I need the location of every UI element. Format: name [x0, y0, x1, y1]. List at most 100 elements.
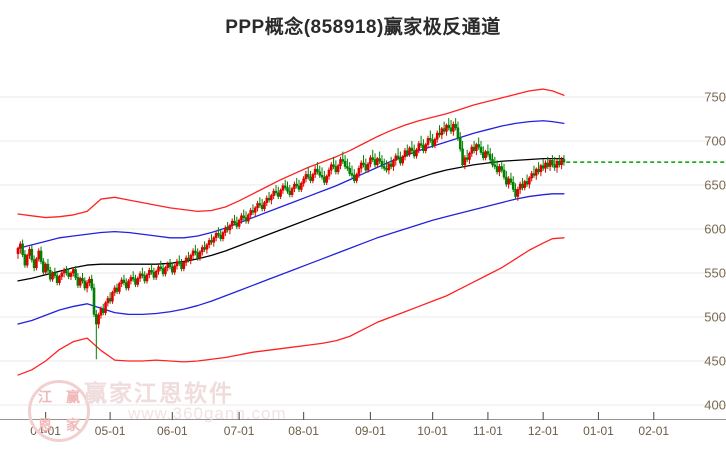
candlestick [378, 151, 381, 164]
candlestick [449, 119, 453, 134]
candlestick [138, 271, 142, 282]
candlestick [281, 183, 285, 194]
candlestick [339, 156, 342, 170]
band-middle [17, 157, 565, 282]
candlestick [488, 148, 492, 163]
candlestick [242, 209, 246, 221]
y-axis-tick-label: 400 [704, 397, 726, 413]
candlestick [88, 276, 91, 287]
candlestick [362, 155, 365, 168]
candlestick [382, 158, 386, 171]
candlestick [175, 258, 179, 270]
candlestick [200, 244, 204, 256]
candlestick [53, 267, 57, 279]
candlestick [51, 271, 54, 282]
candlestick [279, 188, 282, 200]
candlestick [422, 139, 425, 154]
candlestick [182, 260, 186, 272]
candlestick [168, 258, 172, 270]
candlestick [263, 200, 266, 212]
candlestick [327, 167, 331, 180]
candlestick [364, 158, 368, 173]
candlestick [329, 162, 333, 175]
candlestick [286, 181, 289, 194]
candlestick [136, 276, 140, 288]
candlestick [484, 149, 487, 161]
candlestick [435, 130, 439, 143]
candlestick [528, 176, 531, 189]
candlestick [539, 163, 543, 177]
candlestick [385, 160, 388, 173]
candlestick [161, 264, 165, 277]
candlestick [207, 237, 211, 249]
candlestick [104, 301, 107, 316]
candlestick [447, 118, 451, 131]
candlestick [274, 185, 278, 196]
candlestick [60, 271, 64, 281]
candlestick [500, 160, 504, 173]
candlestick [454, 118, 457, 131]
x-axis-tick-label: 02-01 [638, 424, 670, 438]
candlestick [507, 176, 510, 189]
candlestick [81, 273, 84, 284]
candlestick [95, 309, 98, 360]
page-title: PPP概念(858918)赢家极反通道 [225, 17, 501, 38]
candlestick [184, 255, 188, 266]
candlestick [316, 162, 319, 175]
candlestick [458, 132, 462, 152]
candlestick [101, 303, 105, 316]
candlestick [212, 236, 216, 247]
x-axis-tick-label: 12-01 [527, 424, 559, 438]
candlestick [336, 163, 340, 175]
price-chart-plot-area[interactable] [0, 75, 726, 420]
candlestick [371, 149, 375, 163]
candlestick [373, 153, 377, 168]
candlestick [463, 155, 467, 170]
candlestick [475, 142, 478, 156]
candlestick [42, 258, 45, 275]
x-axis-tick-label: 06-01 [156, 424, 188, 438]
candlestick [150, 264, 153, 275]
candlestick [341, 151, 345, 164]
candlestick [127, 279, 130, 291]
candlestick [65, 265, 68, 276]
candlestick [431, 133, 434, 149]
candlestick [412, 144, 416, 159]
candlestick [217, 227, 220, 238]
x-axis-tick-label: 04-01 [30, 424, 61, 438]
candlestick [302, 176, 305, 187]
candlestick [399, 151, 402, 166]
candlestick [44, 262, 47, 275]
candlestick [134, 274, 137, 288]
candlestick [541, 158, 545, 171]
candlestick [74, 265, 77, 281]
candlestick [470, 144, 474, 157]
candlestick [560, 156, 563, 170]
candlestick [83, 277, 87, 291]
candlestick [272, 188, 275, 200]
candlestick [19, 241, 22, 254]
candlestick [304, 170, 308, 183]
y-axis-tick-label: 700 [704, 133, 726, 149]
y-axis-labels: 750 700 650 600 550 500 450 400 [688, 75, 726, 420]
candlestick [442, 121, 446, 134]
candlestick [313, 165, 317, 178]
candlestick [288, 185, 292, 198]
candlestick [401, 155, 404, 166]
candlestick [438, 125, 441, 138]
candlestick [532, 165, 536, 178]
candlestick [99, 306, 103, 319]
candlestick [124, 278, 128, 291]
candlestick [37, 248, 41, 262]
candlestick [318, 165, 322, 178]
candlestick [325, 174, 328, 185]
candlestick [228, 223, 232, 235]
x-axis-labels: 04-01 05-01 06-01 07-01 08-01 09-01 10-01 11-01… [0, 424, 726, 450]
candlestick [214, 230, 218, 242]
candlestick [530, 170, 533, 182]
candlestick [415, 148, 418, 159]
candlestick [353, 169, 356, 184]
candlestick [115, 283, 119, 295]
candlestick [495, 160, 499, 175]
